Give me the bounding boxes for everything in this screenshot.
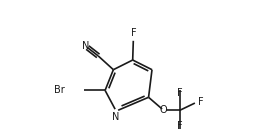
Text: F: F (131, 28, 136, 38)
Text: O: O (160, 105, 168, 115)
Text: N: N (82, 41, 89, 51)
Text: N: N (112, 112, 120, 122)
Text: F: F (177, 121, 182, 131)
Text: F: F (197, 97, 203, 107)
Text: F: F (177, 88, 182, 98)
Text: Br: Br (54, 85, 65, 95)
